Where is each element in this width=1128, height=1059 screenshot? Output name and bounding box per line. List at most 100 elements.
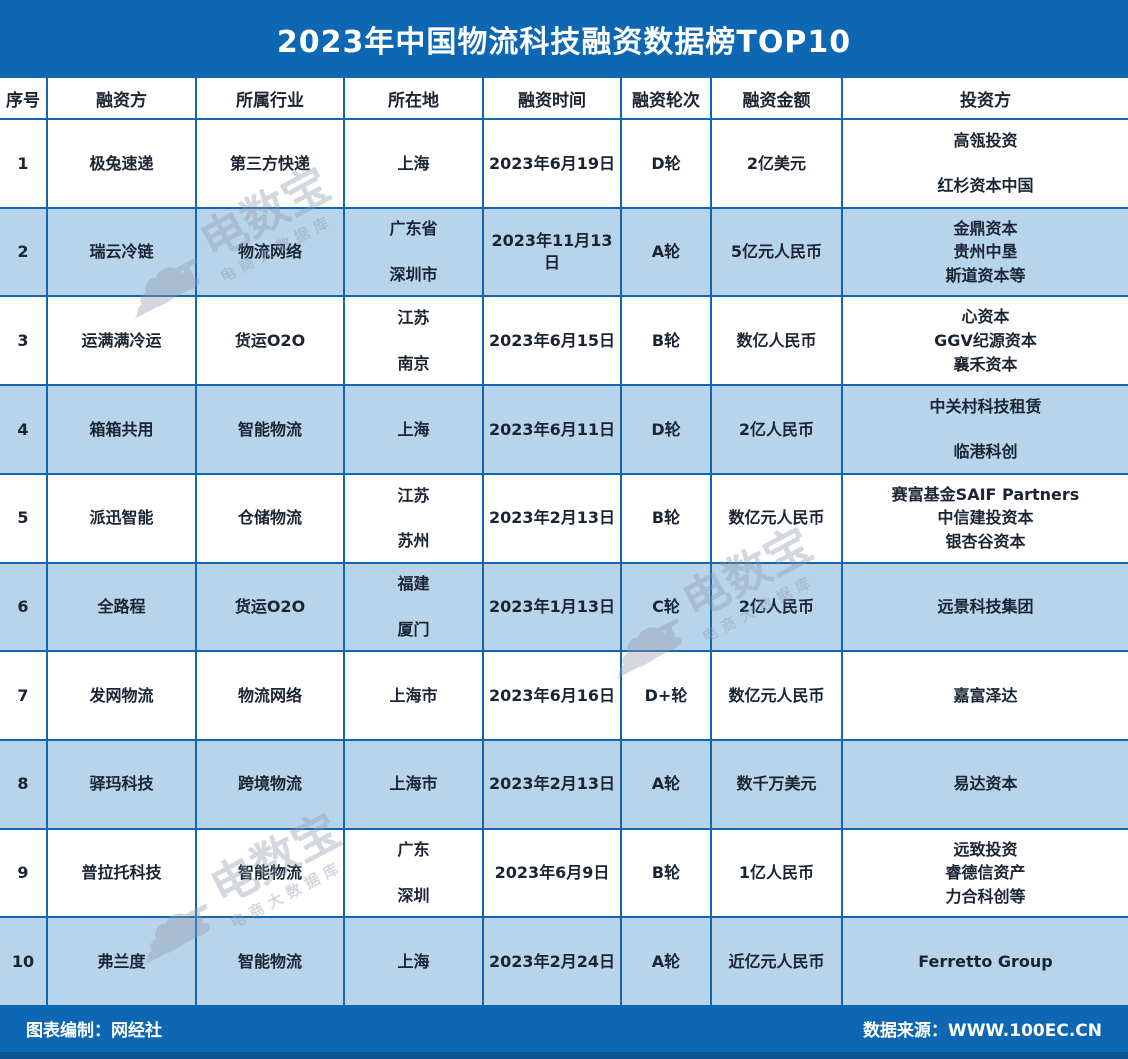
cell-investors: 远景科技集团 xyxy=(843,564,1128,651)
cell-date: 2023年6月16日 xyxy=(484,652,622,739)
cell-date: 2023年6月19日 xyxy=(484,120,622,207)
cell-company: 弗兰度 xyxy=(48,918,197,1006)
cell-line: 江苏 xyxy=(397,308,430,328)
cell-line: 上海 xyxy=(397,951,430,971)
cell-round: B轮 xyxy=(622,297,712,385)
cell-line: 2023年6月16日 xyxy=(489,685,615,705)
cell-line: 箱箱共用 xyxy=(89,419,154,439)
cell-investors: 易达资本 xyxy=(843,741,1128,828)
page-title: 2023年中国物流科技融资数据榜TOP10 xyxy=(0,0,1128,78)
cell-investors: 嘉富泽达 xyxy=(843,652,1128,739)
cell-rank: 6 xyxy=(0,563,48,651)
cell-line: 2亿美元 xyxy=(746,153,807,173)
cell-industry: 仓储物流 xyxy=(197,474,345,562)
cell-line: 红杉资本中国 xyxy=(937,176,1034,196)
cell-company: 箱箱共用 xyxy=(48,386,197,473)
cell-investors: Ferretto Group xyxy=(843,918,1128,1005)
cell-line: 赛富基金SAIF Partners xyxy=(891,484,1080,504)
cell-line: 2023年1月13日 xyxy=(489,597,615,617)
cell-line: 智能物流 xyxy=(237,863,302,883)
cell-line: 数亿元人民币 xyxy=(728,508,825,528)
table-row: 8 驿玛科技 跨境物流 上海市 2023年2月13日 A轮 数千万美元 易达资本 xyxy=(0,740,1128,830)
cell-investors: 心资本 GGV纪源资本 襄禾资本 xyxy=(843,297,1128,384)
cell-line: 5亿元人民币 xyxy=(730,242,823,262)
cell-line: 智能物流 xyxy=(237,951,302,971)
cell-amount: 数千万美元 xyxy=(712,740,843,828)
cell-line: 8 xyxy=(17,774,29,794)
cell-line: 全路程 xyxy=(97,597,146,617)
cell-round: A轮 xyxy=(622,918,712,1006)
cell-line: 睿德信资产 xyxy=(945,863,1026,883)
cell-line: D+轮 xyxy=(644,685,688,705)
cell-industry: 智能物流 xyxy=(197,386,345,473)
cell-company: 派迅智能 xyxy=(48,474,197,562)
cell-line: 2023年2月24日 xyxy=(489,951,615,971)
cell-round: D轮 xyxy=(622,120,712,207)
cell-date: 2023年2月13日 xyxy=(484,740,622,828)
table-row: 9 普拉托科技 智能物流 广东 深圳 2023年6月9日 B轮 1亿人民币 远致投资 睿德信资产力… xyxy=(0,829,1128,919)
cell-amount: 数亿人民币 xyxy=(712,297,843,385)
cell-investors: 远致投资 睿德信资产 力合科创等 xyxy=(843,830,1128,917)
cell-investors: 高瓴投资 红杉资本中国 xyxy=(843,120,1128,207)
cell-line: 运满满冷运 xyxy=(81,330,162,350)
cell-line: 2亿人民币 xyxy=(738,597,815,617)
cell-line: 襄禾资本 xyxy=(953,354,1018,374)
cell-amount: 5亿元人民币 xyxy=(712,208,843,296)
cell-line: 3 xyxy=(17,330,29,350)
cell-line: 上海市 xyxy=(389,685,438,705)
cell-line: 贵州中垦 xyxy=(953,242,1018,262)
cell-line: 广东 xyxy=(397,840,430,860)
cell-location: 上海 xyxy=(345,918,484,1006)
cell-line: 2023年2月13日 xyxy=(489,774,615,794)
cell-line: 远致投资 xyxy=(953,839,1018,859)
cell-location: 江苏 苏州 xyxy=(345,474,484,562)
cell-rank: 4 xyxy=(0,386,48,473)
cell-rank: 10 xyxy=(0,918,48,1006)
cell-line: 货运O2O xyxy=(234,597,306,617)
cell-line: 9 xyxy=(17,863,29,883)
cell-amount: 2亿人民币 xyxy=(712,386,843,473)
cell-line: 近亿元人民币 xyxy=(728,951,825,971)
cell-line: A轮 xyxy=(651,242,681,262)
cell-investors: 赛富基金SAIF Partners 中信建投资本 银杏谷资本 xyxy=(843,475,1128,562)
cell-line: 发网物流 xyxy=(89,685,154,705)
cell-line: 智能物流 xyxy=(237,419,302,439)
cell-line: 2023年2月13日 xyxy=(489,508,615,528)
cell-line: 货运O2O xyxy=(234,330,306,350)
cell-line: 5 xyxy=(17,508,29,528)
cell-line: 7 xyxy=(17,685,29,705)
table-row: 7 发网物流 物流网络 上海市 2023年6月16日 D+轮 数亿元人民币 嘉富泽达 xyxy=(0,652,1128,741)
cell-line: 物流网络 xyxy=(237,685,302,705)
cell-line: 2023年6月9日 xyxy=(494,863,610,883)
cell-line: 广东省 xyxy=(389,219,438,239)
cell-date: 2023年2月24日 xyxy=(484,918,622,1006)
cell-investors: 金鼎资本 贵州中垦 斯道资本等 xyxy=(843,209,1128,296)
cell-line: 数千万美元 xyxy=(736,774,817,794)
cell-industry: 智能物流 xyxy=(197,918,345,1006)
cell-round: C轮 xyxy=(622,563,712,651)
cell-line: 6 xyxy=(17,597,29,617)
cell-date: 2023年2月13日 xyxy=(484,474,622,562)
cell-industry: 跨境物流 xyxy=(197,740,345,828)
cell-line: 普拉托科技 xyxy=(81,863,162,883)
cell-amount: 数亿元人民币 xyxy=(712,652,843,739)
cell-line: 瑞云冷链 xyxy=(89,242,154,262)
cell-line: 2023年6月19日 xyxy=(489,153,615,173)
cell-company: 驿玛科技 xyxy=(48,740,197,828)
cell-line: D轮 xyxy=(651,153,681,173)
footer-bar: 图表编制：网经社 数据来源：WWW.100EC.CN xyxy=(0,1005,1128,1059)
cell-round: D+轮 xyxy=(622,652,712,739)
cell-line: 苏州 xyxy=(397,531,430,551)
cell-location: 上海市 xyxy=(345,740,484,828)
cell-location: 上海市 xyxy=(345,652,484,739)
cell-round: B轮 xyxy=(622,474,712,562)
table-row: 2 瑞云冷链 物流网络 广东省 深圳市 2023年11月13日 A轮 5亿元人民币 金鼎资本 贵州… xyxy=(0,208,1128,298)
cell-line: C轮 xyxy=(652,597,680,617)
column-header-round: 融资轮次 xyxy=(622,78,712,118)
cell-rank: 8 xyxy=(0,740,48,828)
table-body: 1 极兔速递 第三方快递 上海 2023年6月19日 D轮 2亿美元 高瓴投资 红杉资本中国 2 瑞… xyxy=(0,120,1128,1006)
cell-company: 普拉托科技 xyxy=(48,829,197,917)
column-header-location: 所在地 xyxy=(345,78,484,118)
cell-round: D轮 xyxy=(622,386,712,473)
cell-location: 广东省 深圳市 xyxy=(345,208,484,296)
